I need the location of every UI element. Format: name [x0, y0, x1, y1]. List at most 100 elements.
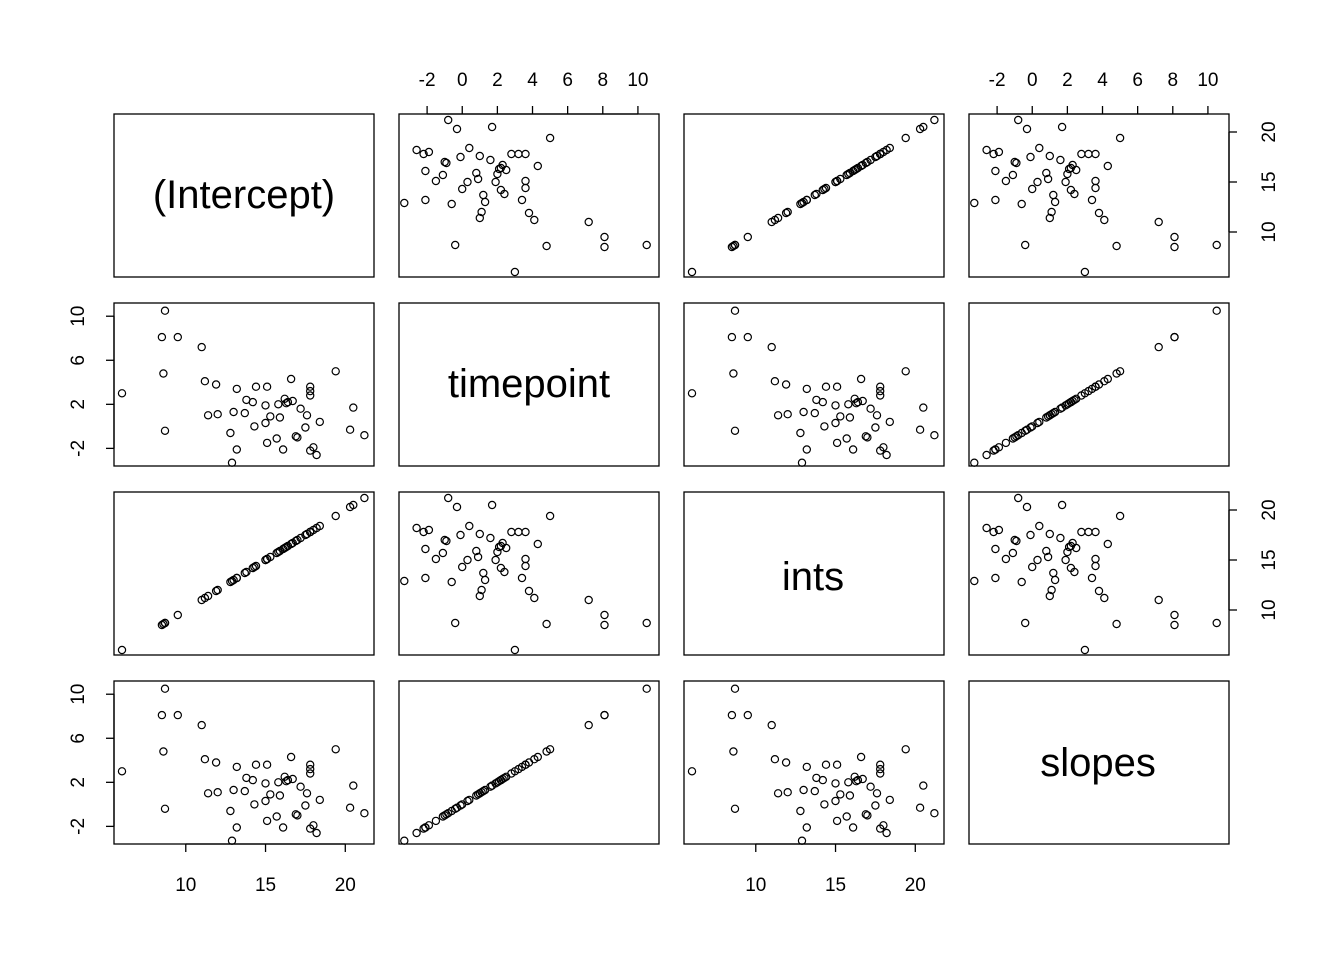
axes: -2 0 2 4 6 8 10 -2 0 2 4 6 8 10 10 15 20 10 15 20 -2 2 6 10 -2 2 6…	[68, 70, 1280, 896]
data-point	[291, 810, 300, 819]
data-point	[832, 382, 842, 391]
data-point	[159, 369, 168, 378]
data-point	[1026, 423, 1035, 432]
data-point	[472, 168, 481, 178]
data-point	[729, 747, 738, 756]
data-point	[876, 764, 885, 774]
data-point	[866, 782, 875, 791]
data-point	[1033, 177, 1042, 187]
data-point	[1063, 169, 1072, 179]
data-point	[1061, 177, 1070, 187]
data-point	[773, 411, 783, 420]
data-point	[876, 386, 885, 396]
data-point	[510, 267, 520, 277]
data-point	[442, 536, 451, 546]
data-point	[836, 412, 845, 421]
data-point	[1091, 561, 1100, 571]
data-point	[1017, 199, 1026, 209]
data-point	[286, 752, 296, 762]
data-point	[157, 710, 167, 720]
data-point	[452, 124, 462, 134]
data-point	[286, 539, 296, 549]
data-point	[301, 423, 310, 432]
data-point	[600, 232, 609, 242]
data-point	[197, 342, 206, 352]
data-point	[306, 391, 315, 400]
data-point	[160, 306, 170, 315]
data-point	[306, 527, 315, 537]
data-point	[349, 403, 358, 412]
data-point	[200, 377, 210, 386]
data-point	[475, 151, 484, 161]
data-point	[451, 618, 460, 628]
tick-label: 6	[68, 355, 89, 366]
data-point	[360, 809, 369, 818]
data-point	[266, 790, 275, 799]
data-point	[970, 198, 979, 208]
data-point	[502, 165, 511, 175]
panel-frame	[968, 302, 1230, 467]
data-point	[821, 760, 831, 769]
data-point	[360, 431, 369, 440]
diag-label-ints: ints	[782, 555, 844, 599]
data-point	[727, 710, 737, 720]
data-point	[465, 795, 474, 805]
data-point	[770, 377, 780, 386]
data-point	[1071, 165, 1081, 175]
data-point	[783, 788, 792, 797]
data-point	[349, 781, 358, 790]
data-point	[1063, 547, 1072, 557]
data-point	[242, 773, 251, 783]
data-point	[743, 232, 753, 242]
tick-label: 15	[255, 875, 276, 896]
data-point	[197, 595, 206, 605]
data-point	[242, 395, 251, 405]
data-point	[930, 809, 939, 818]
data-point	[232, 573, 241, 583]
data-point	[463, 177, 472, 187]
data-point	[1115, 511, 1125, 521]
data-point	[521, 149, 530, 159]
data-point	[802, 762, 812, 772]
data-point	[1043, 552, 1053, 562]
data-point	[261, 401, 270, 410]
data-point	[533, 752, 543, 762]
data-point	[802, 195, 812, 205]
data-point	[730, 306, 740, 315]
data-point	[211, 758, 221, 767]
data-point	[438, 548, 448, 558]
tick-label: 20	[905, 875, 926, 896]
data-point	[1001, 554, 1011, 564]
data-point	[240, 568, 249, 578]
data-point	[876, 769, 885, 778]
data-point	[261, 555, 270, 565]
data-point	[876, 760, 885, 769]
data-point	[796, 806, 805, 816]
data-point	[272, 434, 281, 443]
data-point	[1094, 208, 1104, 218]
data-point	[781, 208, 791, 218]
data-point	[421, 573, 430, 583]
data-point	[856, 374, 866, 384]
tick-label: 8	[1167, 70, 1178, 91]
data-point	[288, 774, 297, 784]
data-point	[345, 803, 355, 812]
data-point	[1170, 232, 1179, 242]
tick-label: 10	[68, 684, 89, 705]
data-point	[831, 401, 840, 410]
tick-label: -2	[68, 440, 89, 457]
data-point	[517, 195, 527, 205]
data-point	[820, 184, 829, 194]
diag-label-slopes: slopes	[1040, 741, 1156, 785]
data-point	[729, 369, 738, 378]
data-point	[1103, 374, 1113, 384]
data-point	[930, 115, 939, 125]
data-point	[117, 767, 127, 776]
data-point	[863, 811, 872, 820]
data-point	[1014, 115, 1023, 125]
data-point	[1043, 174, 1053, 184]
data-point	[157, 332, 167, 342]
panel-frame	[113, 113, 375, 278]
data-point	[831, 418, 840, 428]
data-point	[440, 535, 449, 545]
